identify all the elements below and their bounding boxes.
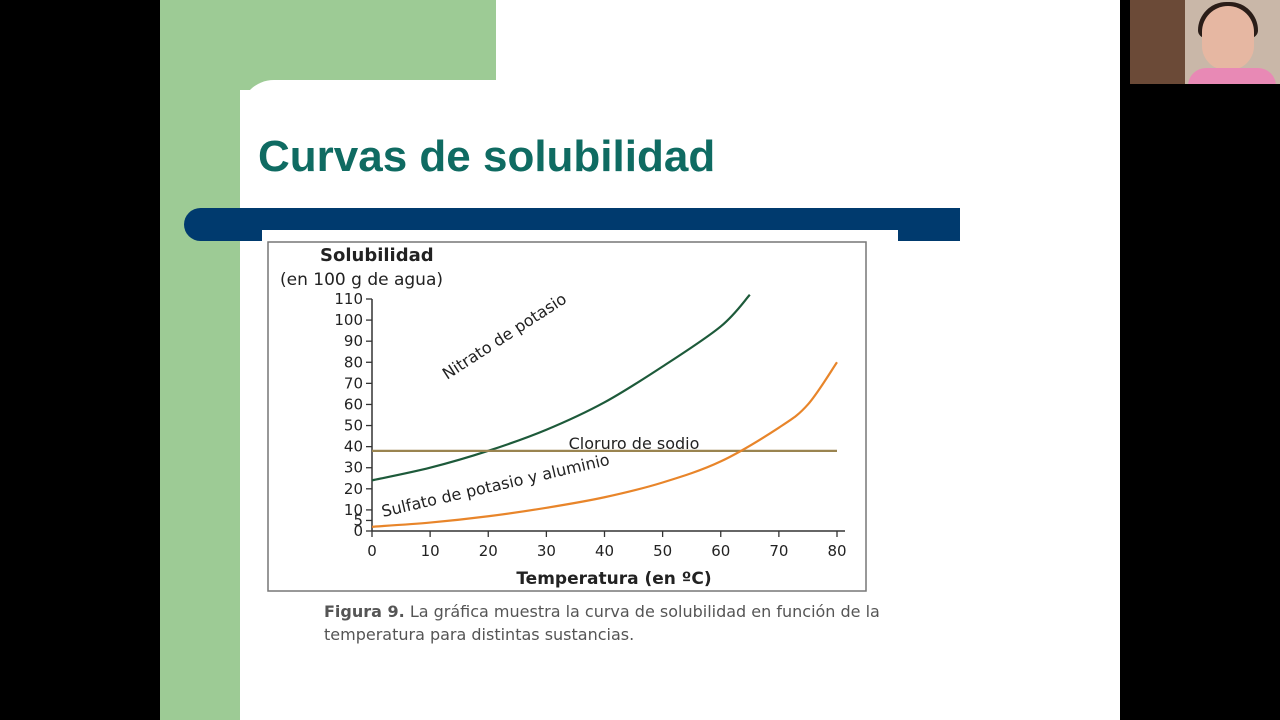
y-tick-label: 5 [353, 511, 363, 529]
participant-video [1130, 0, 1280, 84]
series-label: Nitrato de potasio [439, 289, 570, 383]
y-tick-label: 80 [344, 353, 363, 371]
series-line-sulfato-de-potasio-y-aluminio [371, 361, 838, 528]
solubility-chart: Solubilidad(en 100 g de agua)05102030405… [267, 241, 867, 592]
x-tick-label: 40 [595, 542, 614, 560]
y-tick-label: 100 [334, 311, 363, 329]
x-tick-label: 10 [421, 542, 440, 560]
green-side-band [160, 0, 240, 720]
chart-frame [267, 241, 867, 592]
slide: Curvas de solubilidad Solubilidad (en 100… [160, 0, 1120, 720]
series-label: Sulfato de potasio y aluminio [380, 450, 612, 521]
x-tick-label: 50 [653, 542, 672, 560]
y-tick-label: 40 [344, 438, 363, 456]
x-axis-title: Temperatura (en ºC) [516, 569, 711, 589]
y-tick-label: 50 [344, 417, 363, 435]
y-tick-label: 0 [353, 522, 363, 540]
figure: Solubilidad (en 100 g de agua) 0 5 10 20 30 40 5… [262, 230, 898, 678]
slide-title: Curvas de solubilidad [258, 132, 716, 181]
background-shelf [1130, 0, 1185, 84]
caption-text: La gráfica muestra la curva de solubilid… [324, 602, 880, 644]
figure-caption: Figura 9. La gráfica muestra la curva de… [324, 600, 884, 646]
y-tick-label: 10 [344, 501, 363, 519]
x-tick-label: 60 [711, 542, 730, 560]
green-top-band [160, 0, 496, 90]
y-tick-label: 60 [344, 395, 363, 413]
series-line-nitrato-de-potasio [371, 294, 751, 482]
y-tick-label: 30 [344, 459, 363, 477]
x-tick-label: 70 [769, 542, 788, 560]
presenter-shirt [1188, 68, 1276, 84]
y-tick-label: 110 [334, 290, 363, 308]
presenter-face [1202, 6, 1254, 70]
y-axis-title: Solubilidad [320, 245, 434, 266]
x-tick-label: 80 [827, 542, 846, 560]
y-axis-subtitle: (en 100 g de agua) [280, 270, 443, 290]
caption-label: Figura 9. [324, 602, 405, 621]
x-tick-label: 30 [537, 542, 556, 560]
x-tick-label: 0 [367, 542, 377, 560]
y-tick-label: 70 [344, 374, 363, 392]
series-label: Cloruro de sodio [569, 434, 700, 453]
x-tick-label: 20 [479, 542, 498, 560]
y-tick-label: 90 [344, 332, 363, 350]
y-tick-label: 20 [344, 480, 363, 498]
